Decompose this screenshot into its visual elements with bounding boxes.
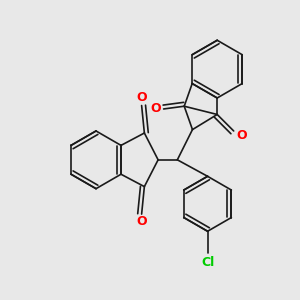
Text: Cl: Cl xyxy=(201,256,214,268)
Text: O: O xyxy=(236,129,247,142)
Text: O: O xyxy=(150,103,161,116)
Text: O: O xyxy=(136,91,147,104)
Text: O: O xyxy=(136,215,147,228)
